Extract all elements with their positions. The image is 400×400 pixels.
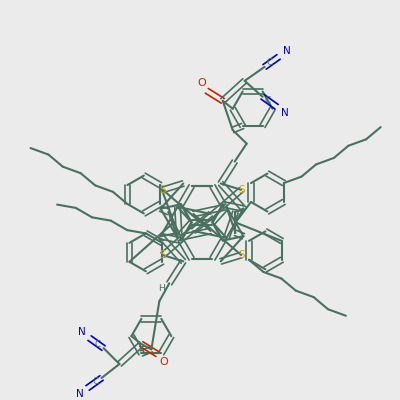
Text: O: O [159, 357, 168, 367]
Text: N: N [78, 327, 86, 337]
Text: N: N [76, 389, 84, 399]
Text: H: H [158, 284, 165, 293]
Text: N: N [283, 46, 290, 56]
Text: O: O [198, 78, 206, 88]
Text: C: C [264, 96, 271, 105]
Text: S: S [238, 185, 244, 195]
Text: S: S [160, 250, 166, 260]
Text: S: S [238, 250, 244, 260]
Text: C: C [94, 340, 101, 348]
Text: C: C [266, 58, 273, 68]
Text: N: N [281, 108, 288, 118]
Text: C: C [92, 378, 99, 386]
Text: S: S [160, 185, 166, 195]
